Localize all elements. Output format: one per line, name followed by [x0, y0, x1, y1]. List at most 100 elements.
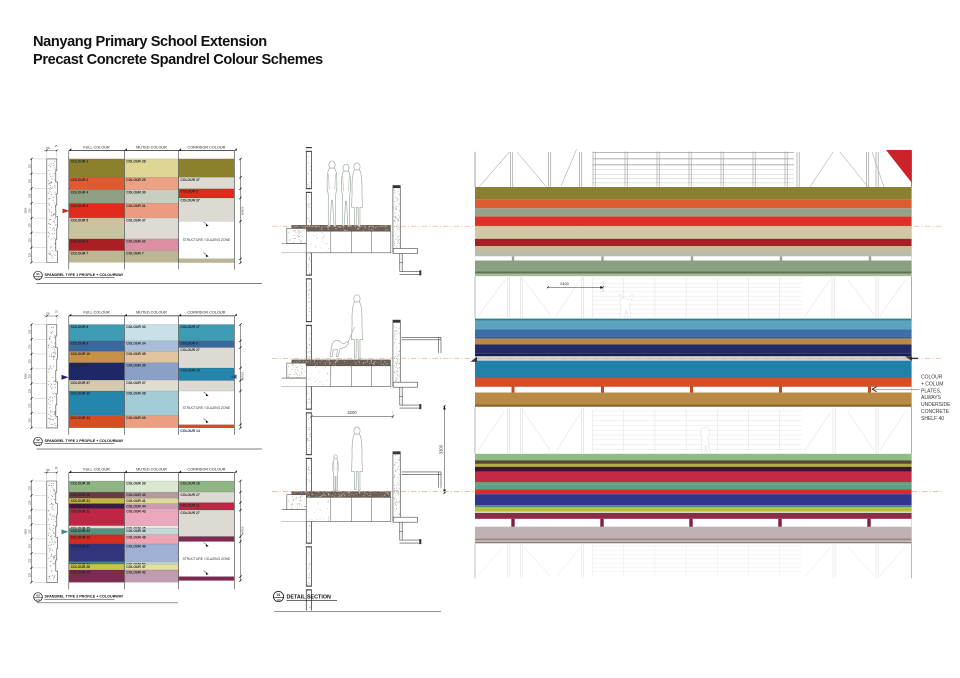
svg-text:150: 150 — [46, 148, 51, 150]
svg-text:COLOUR 16: COLOUR 16 — [71, 482, 91, 486]
svg-text:225: 225 — [28, 573, 31, 578]
svg-text:COLOUR 14: COLOUR 14 — [71, 416, 91, 420]
svg-text:COLOUR 17: COLOUR 17 — [180, 325, 200, 329]
svg-text:FULL COLOUR: FULL COLOUR — [83, 467, 110, 471]
svg-text:COLOUR 48: COLOUR 48 — [126, 535, 146, 539]
svg-text:COLOUR 34: COLOUR 34 — [126, 342, 146, 346]
svg-text:225: 225 — [28, 223, 31, 228]
svg-text:1:20: 1:20 — [36, 444, 41, 446]
svg-text:COLOUR 37: COLOUR 37 — [180, 199, 200, 203]
svg-text:CORRIDOR COLOUR: CORRIDOR COLOUR — [187, 467, 225, 471]
svg-text:COLOUR 11: COLOUR 11 — [180, 503, 199, 507]
svg-text:COLOUR 27: COLOUR 27 — [180, 511, 200, 515]
svg-text:COLOUR 18: COLOUR 18 — [71, 493, 91, 497]
svg-text:DETAIL SECTION: DETAIL SECTION — [287, 594, 332, 600]
svg-text:25: 25 — [55, 312, 58, 314]
svg-text:225: 225 — [28, 403, 31, 408]
svg-text:COLOUR 47: COLOUR 47 — [126, 565, 146, 569]
svg-text:UNDERSIDE: UNDERSIDE — [921, 402, 951, 408]
svg-text:STRUCTURE / GLAZING ZONE: STRUCTURE / GLAZING ZONE — [183, 406, 231, 410]
svg-text:3300: 3300 — [438, 444, 443, 454]
svg-text:COLOUR 6: COLOUR 6 — [71, 240, 89, 244]
svg-text:STRUCTURE / GLAZING ZONE: STRUCTURE / GLAZING ZONE — [183, 557, 231, 561]
svg-text:COLOUR 33: COLOUR 33 — [126, 325, 146, 329]
svg-text:COLOUR 1: COLOUR 1 — [71, 160, 89, 164]
svg-text:225: 225 — [28, 359, 31, 364]
svg-text:COLOUR 39: COLOUR 39 — [126, 416, 146, 420]
svg-text:225: 225 — [28, 515, 31, 520]
svg-text:COLOUR 49: COLOUR 49 — [126, 545, 146, 549]
svg-text:2400: 2400 — [560, 281, 570, 286]
svg-text:Nanyang Primary School Extensi: Nanyang Primary School Extension — [33, 34, 267, 50]
svg-text:COLOUR 2: COLOUR 2 — [71, 178, 89, 182]
svg-text:225: 225 — [28, 374, 31, 379]
svg-text:3300: 3300 — [24, 373, 28, 379]
svg-text:COLOUR 23: COLOUR 23 — [71, 545, 91, 549]
svg-text:ALWAYS: ALWAYS — [921, 395, 942, 401]
svg-text:COLOUR 46: COLOUR 46 — [126, 529, 146, 533]
svg-text:CONCRETE: CONCRETE — [921, 409, 950, 415]
svg-text:SPANDREL TYPE 3 PROFILE + COLO: SPANDREL TYPE 3 PROFILE + COLOURWAY — [45, 595, 124, 599]
svg-text:COLOUR 13: COLOUR 13 — [71, 535, 91, 539]
svg-text:02: 02 — [36, 438, 40, 442]
svg-text:03: 03 — [36, 593, 40, 597]
svg-text:COLOUR 15: COLOUR 15 — [71, 571, 91, 575]
svg-text:COLOUR 40: COLOUR 40 — [126, 493, 146, 497]
svg-text:VARIES: VARIES — [242, 206, 245, 215]
svg-text:100: 100 — [277, 599, 282, 602]
svg-text:COLOUR 31: COLOUR 31 — [126, 204, 146, 208]
svg-text:MUTED COLOUR: MUTED COLOUR — [136, 311, 167, 315]
svg-text:VARIES: VARIES — [242, 372, 245, 381]
svg-text:COLOUR 37: COLOUR 37 — [180, 178, 200, 182]
svg-text:COLOUR 4: COLOUR 4 — [71, 191, 89, 195]
svg-text:225: 225 — [28, 238, 31, 243]
svg-text:VARIES: VARIES — [242, 526, 245, 535]
svg-text:1:20: 1:20 — [36, 278, 41, 280]
svg-text:225: 225 — [28, 529, 31, 534]
svg-text:MUTED COLOUR: MUTED COLOUR — [136, 467, 167, 471]
svg-text:COLOUR 22: COLOUR 22 — [71, 529, 91, 533]
svg-text:COLOUR 11: COLOUR 11 — [71, 509, 90, 513]
svg-text:COLOUR 7: COLOUR 7 — [71, 251, 89, 255]
svg-text:225: 225 — [28, 388, 31, 393]
svg-text:FULL COLOUR: FULL COLOUR — [83, 311, 110, 315]
svg-text:COLOUR 26: COLOUR 26 — [71, 565, 91, 569]
svg-text:COLOUR 39: COLOUR 39 — [126, 482, 146, 486]
svg-text:COLOUR 27: COLOUR 27 — [180, 348, 200, 352]
svg-text:150: 150 — [46, 470, 51, 472]
svg-text:25: 25 — [55, 468, 58, 470]
svg-text:COLOUR 30: COLOUR 30 — [126, 191, 146, 195]
svg-text:150: 150 — [46, 314, 51, 316]
svg-text:COLOUR 41: COLOUR 41 — [126, 499, 146, 503]
svg-text:FULL COLOUR: FULL COLOUR — [83, 145, 110, 149]
svg-text:COLOUR 38: COLOUR 38 — [126, 392, 146, 396]
svg-text:COLOUR 42: COLOUR 42 — [126, 571, 146, 575]
svg-text:COLOUR 32: COLOUR 32 — [126, 240, 146, 244]
svg-text:COLOUR 36: COLOUR 36 — [126, 363, 146, 367]
svg-text:COLOUR 37: COLOUR 37 — [71, 381, 91, 385]
svg-text:COLOUR 37: COLOUR 37 — [126, 381, 146, 385]
svg-text:COLOUR 5: COLOUR 5 — [71, 219, 89, 223]
svg-text:2200: 2200 — [347, 410, 357, 415]
svg-text:SPANDREL TYPE 1 PROFILE + COLO: SPANDREL TYPE 1 PROFILE + COLOURWAY — [45, 273, 124, 277]
svg-text:Precast Concrete Spandrel Colo: Precast Concrete Spandrel Colour Schemes — [33, 52, 323, 68]
svg-text:COLOUR: COLOUR — [921, 375, 943, 381]
svg-text:COLOUR 3: COLOUR 3 — [71, 204, 89, 208]
svg-text:COLOUR 44: COLOUR 44 — [126, 504, 146, 508]
svg-text:COLOUR 28: COLOUR 28 — [126, 160, 146, 164]
svg-text:COLOUR 19: COLOUR 19 — [71, 504, 91, 508]
svg-text:COLOUR 43: COLOUR 43 — [126, 509, 146, 513]
svg-text:CORRIDOR COLOUR: CORRIDOR COLOUR — [187, 145, 225, 149]
svg-text:25: 25 — [55, 146, 58, 148]
svg-text:COLOUR 10: COLOUR 10 — [71, 352, 91, 356]
svg-text:COLOUR 35: COLOUR 35 — [126, 352, 146, 356]
svg-text:225: 225 — [28, 193, 31, 198]
svg-text:MUTED COLOUR: MUTED COLOUR — [136, 145, 167, 149]
svg-text:225: 225 — [28, 252, 31, 257]
svg-text:3300: 3300 — [24, 528, 28, 534]
svg-text:COLOUR 11: COLOUR 11 — [71, 363, 90, 367]
svg-text:COLOUR 37: COLOUR 37 — [126, 219, 146, 223]
svg-text:COLOUR 14: COLOUR 14 — [180, 429, 200, 433]
svg-text:3300: 3300 — [24, 207, 28, 213]
svg-text:COLOUR 10: COLOUR 10 — [180, 369, 200, 373]
